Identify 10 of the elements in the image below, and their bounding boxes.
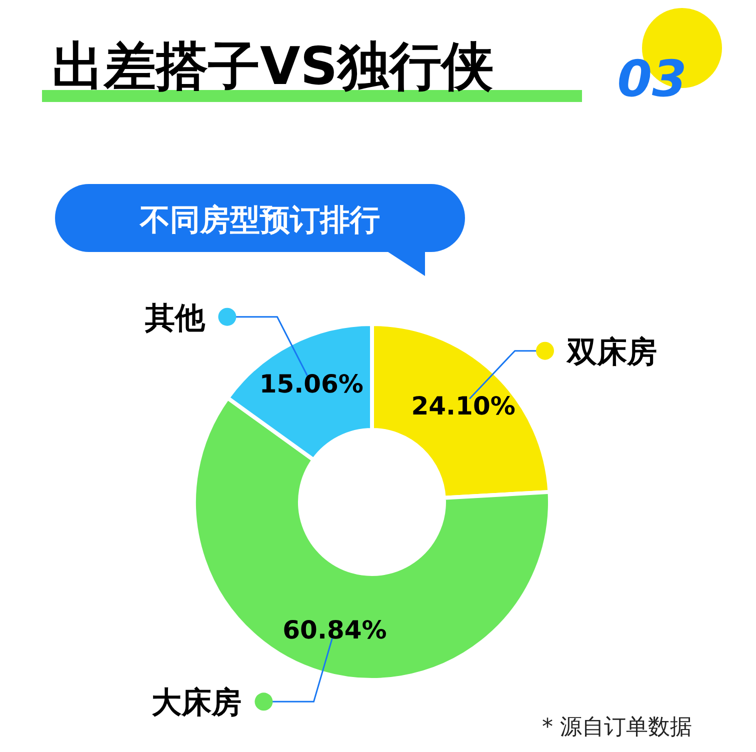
slice-label: 双床房 [566,334,657,370]
data-label: 15.06% [259,370,364,399]
data-label: 24.10% [411,391,516,420]
legend-label: 其他 [144,300,206,336]
text: * 源自订单数据 [542,715,692,740]
data-label: 60.84% [282,616,387,645]
chart-subtitle: 不同房型预订排行 [139,203,380,238]
legend-label: 大床房 [152,686,242,721]
chart-title: 出差搭子VS独行侠 [52,37,494,97]
text: 03 [617,50,687,108]
